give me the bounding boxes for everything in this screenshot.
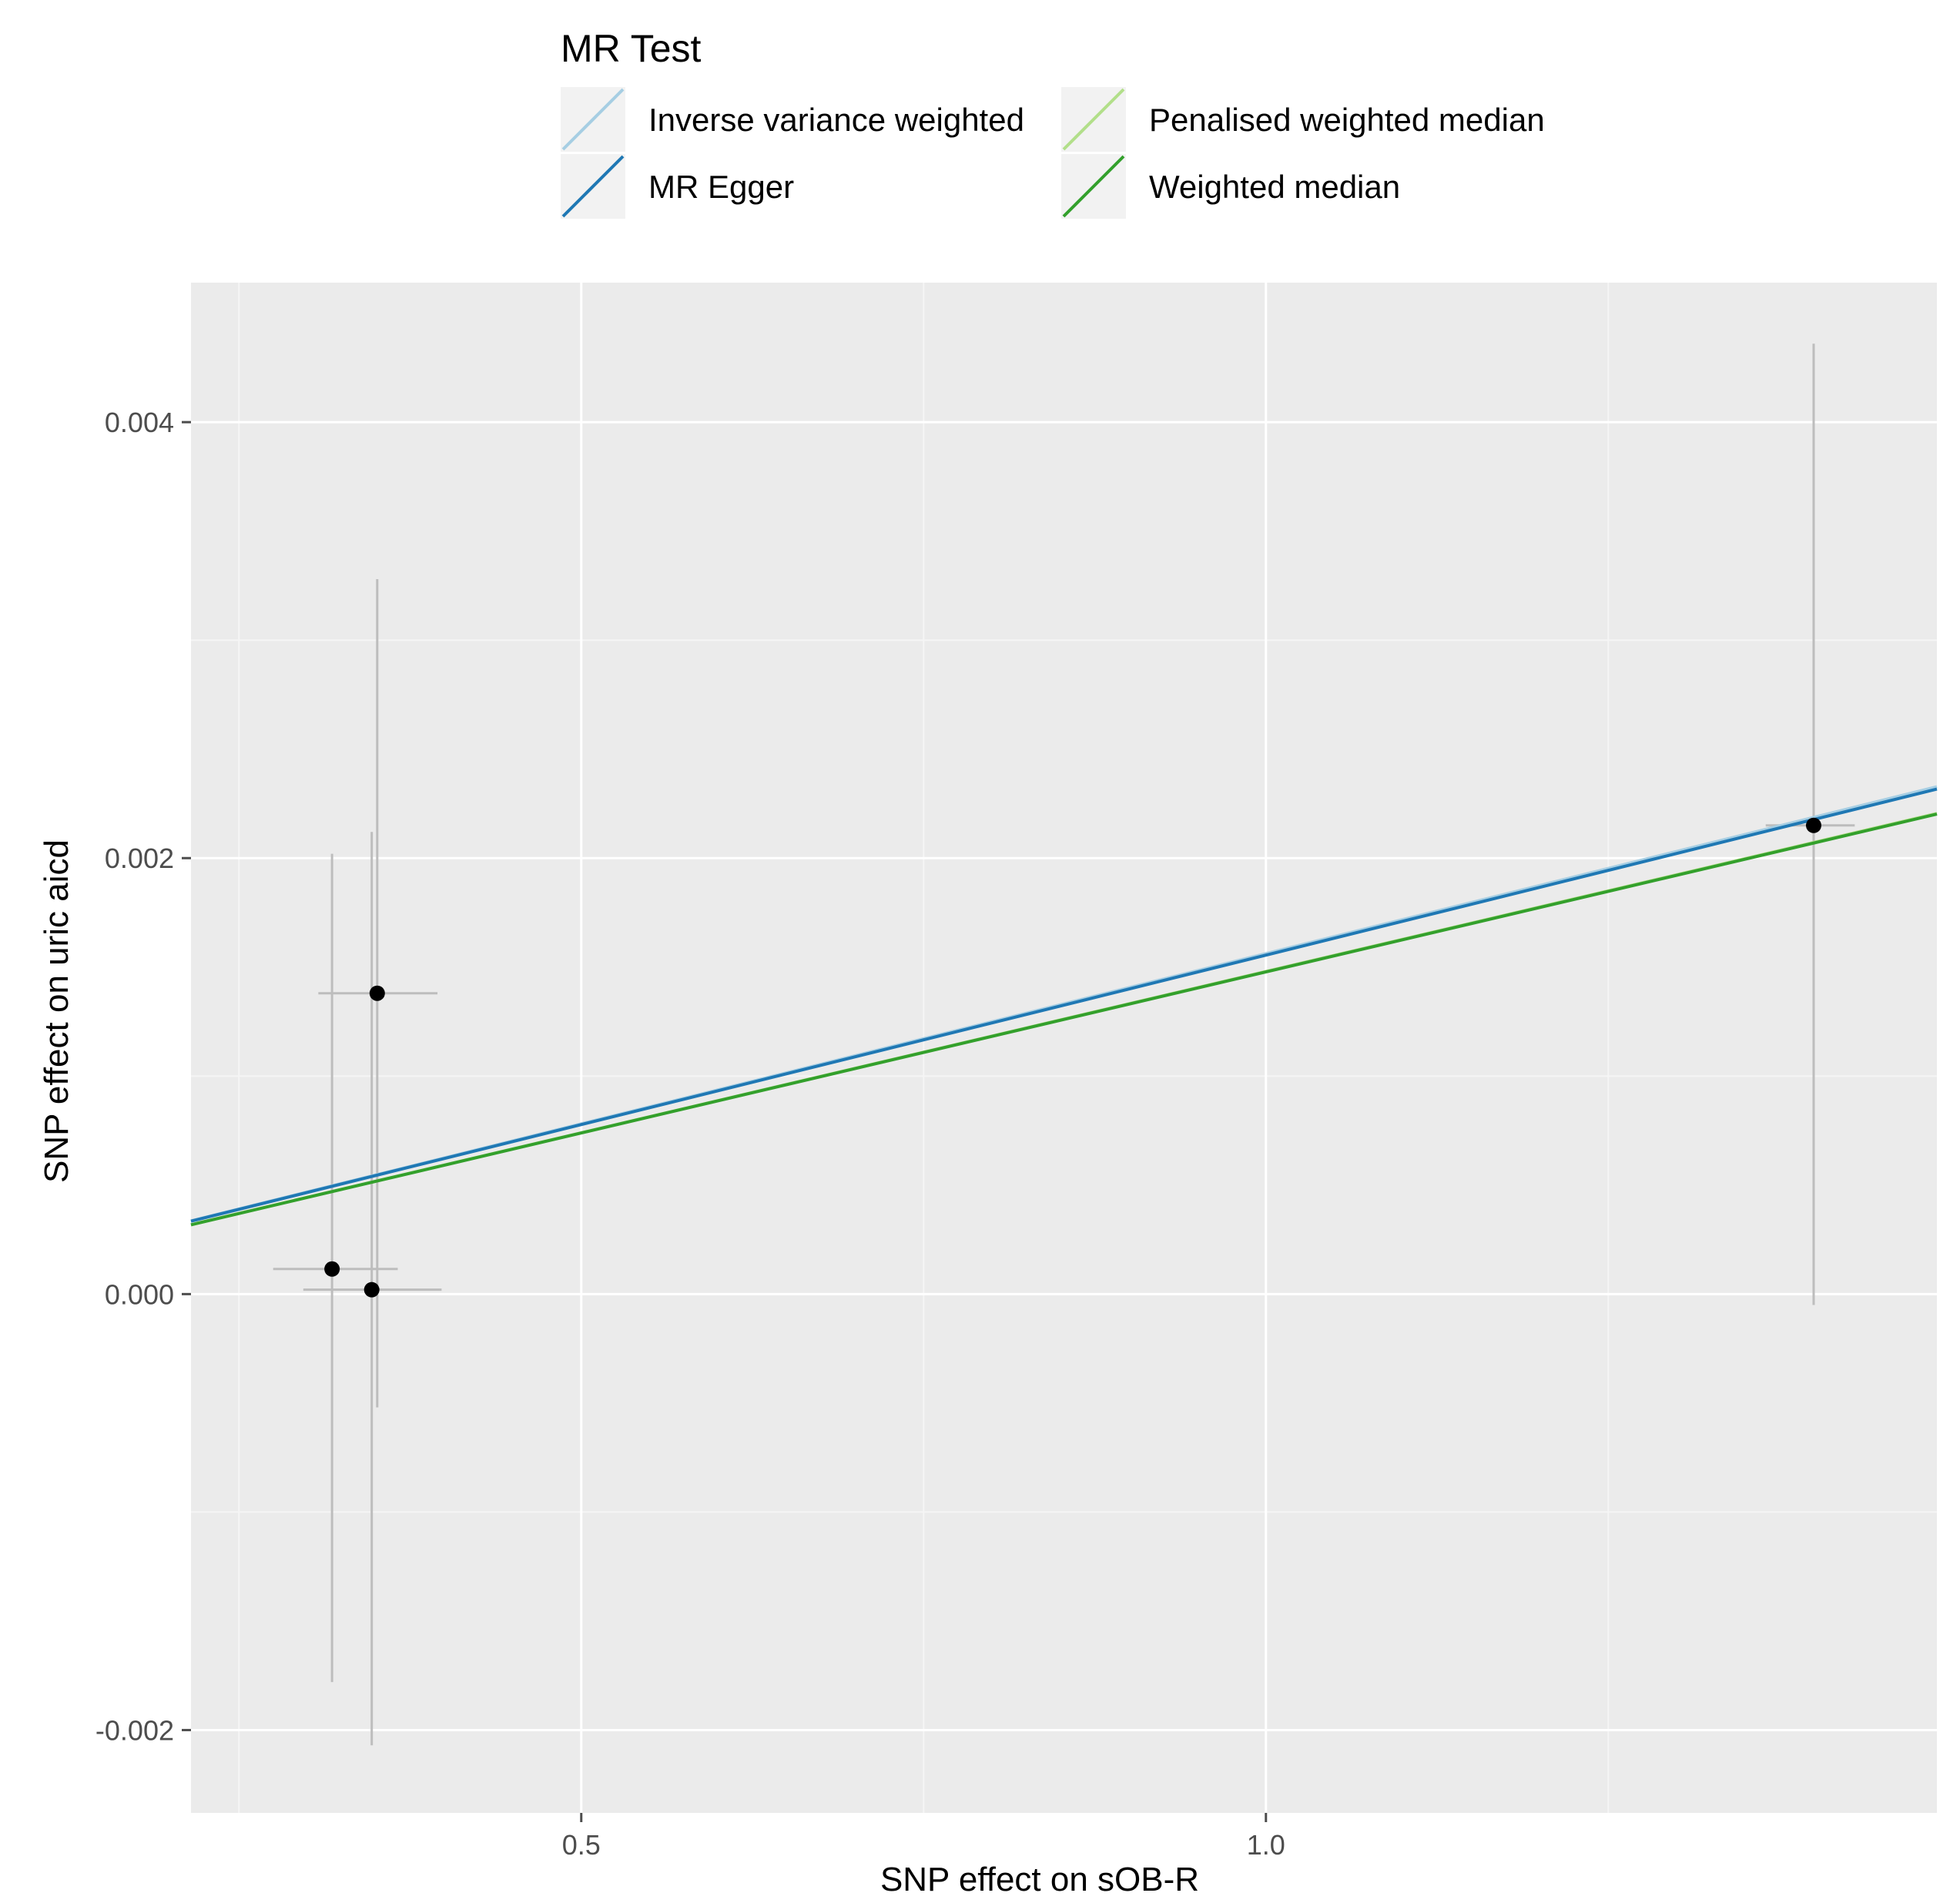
legend-key-line xyxy=(561,88,625,151)
legend-label: Penalised weighted median xyxy=(1149,102,1545,138)
x-tick-label: 1.0 xyxy=(1247,1829,1285,1861)
plot-panel xyxy=(191,283,1937,1813)
y-axis-title: SNP effect on uric aicd xyxy=(38,839,75,1183)
fit-line-mr-egger xyxy=(190,787,1938,1223)
y-tick-label: 0.002 xyxy=(105,843,174,874)
legend-label: Weighted median xyxy=(1149,169,1400,205)
legend-key-line xyxy=(1062,155,1125,218)
legend-key-line xyxy=(1062,88,1125,151)
y-tick-label: 0.000 xyxy=(105,1278,174,1310)
legend-title: MR Test xyxy=(561,27,702,70)
y-tick-label: -0.002 xyxy=(95,1714,174,1746)
data-point xyxy=(1805,817,1821,833)
fit-line-weighted-median xyxy=(190,812,1938,1227)
legend: MR Test Inverse variance weighted Penalis… xyxy=(561,27,1545,219)
legend-label: MR Egger xyxy=(648,169,794,205)
data-points xyxy=(324,817,1821,1298)
y-tick-label: 0.004 xyxy=(105,407,174,438)
data-point xyxy=(369,985,385,1001)
legend-label: Inverse variance weighted xyxy=(648,102,1024,138)
x-tick-label: 0.5 xyxy=(562,1829,601,1861)
data-point xyxy=(364,1282,380,1298)
axes: 0.5 1.0 -0.002 0.000 0.002 0.004 xyxy=(95,407,1285,1861)
fit-lines xyxy=(190,785,1938,1227)
grid xyxy=(191,283,1937,1813)
data-point xyxy=(324,1261,340,1277)
legend-key-line xyxy=(561,155,625,218)
x-axis-title: SNP effect on sOB-R xyxy=(880,1861,1199,1898)
